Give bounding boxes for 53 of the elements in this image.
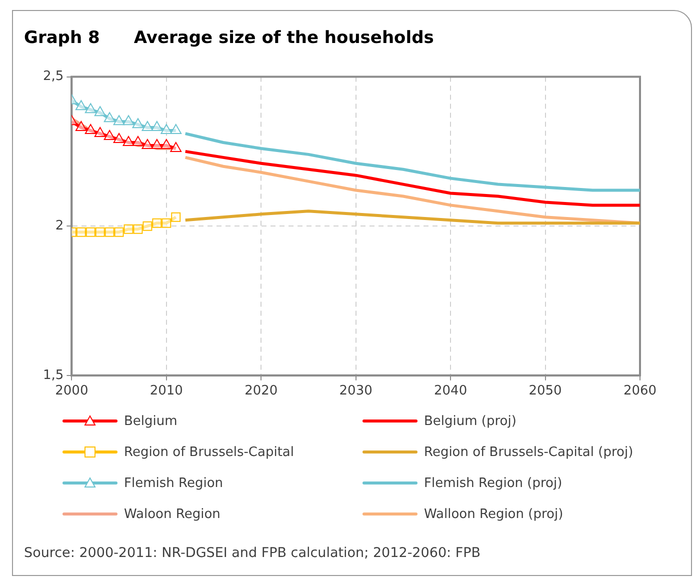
point [95, 227, 105, 237]
point [75, 100, 87, 110]
point [142, 221, 152, 231]
x-tick-label: 2030 [339, 384, 372, 399]
legend-label: Region of Brussels-Capital (proj) [424, 444, 634, 460]
point [152, 218, 162, 228]
legend-label: Walloon Region (proj) [424, 506, 564, 522]
point [104, 130, 116, 140]
point [133, 224, 143, 234]
legend-label: Flemish Region [124, 476, 224, 490]
point [104, 112, 116, 122]
legend-label: Belgium [124, 414, 178, 428]
x-tick-label: 2000 [55, 384, 88, 399]
point [160, 138, 172, 149]
point [122, 136, 134, 146]
point [124, 224, 134, 234]
point [94, 127, 106, 138]
x-tick-label: 2050 [528, 384, 562, 399]
legend-label: Belgium (proj) [424, 414, 516, 428]
x-tick-label: 2060 [623, 384, 657, 399]
point [75, 121, 87, 132]
point [86, 227, 96, 237]
x-tick-label: 2010 [150, 384, 183, 399]
legend-label: Waloon Region [124, 506, 220, 522]
point [151, 121, 163, 132]
legend-label: Flemish Region (proj) [424, 476, 562, 490]
point [132, 136, 144, 146]
point [84, 103, 96, 114]
point [84, 124, 96, 134]
point [94, 106, 106, 116]
point [132, 118, 144, 128]
x-tick-label: 2020 [244, 384, 278, 399]
point [151, 138, 163, 149]
x-tick-label: 2040 [434, 384, 468, 399]
point [76, 227, 86, 237]
point [171, 212, 181, 222]
point [104, 227, 114, 237]
point [114, 227, 124, 237]
y-tick-label: 1,5 [42, 368, 64, 383]
point [142, 121, 154, 132]
source-note: Source: 2000-2011: NR-DGSEI and FPB calculation; 2012-2060: FPB [24, 545, 481, 561]
chart-title: Graph 8 Average size of the households [24, 28, 434, 48]
y-tick-label: 2,5 [42, 69, 64, 84]
point [162, 218, 172, 228]
point [170, 124, 182, 134]
point [160, 124, 172, 134]
point [113, 133, 125, 144]
point [142, 138, 154, 149]
point [122, 115, 134, 126]
point [113, 115, 125, 126]
y-tick-label: 2 [55, 218, 64, 234]
legend-label: Region of Brussels-Capital [124, 444, 294, 460]
point [170, 142, 182, 152]
